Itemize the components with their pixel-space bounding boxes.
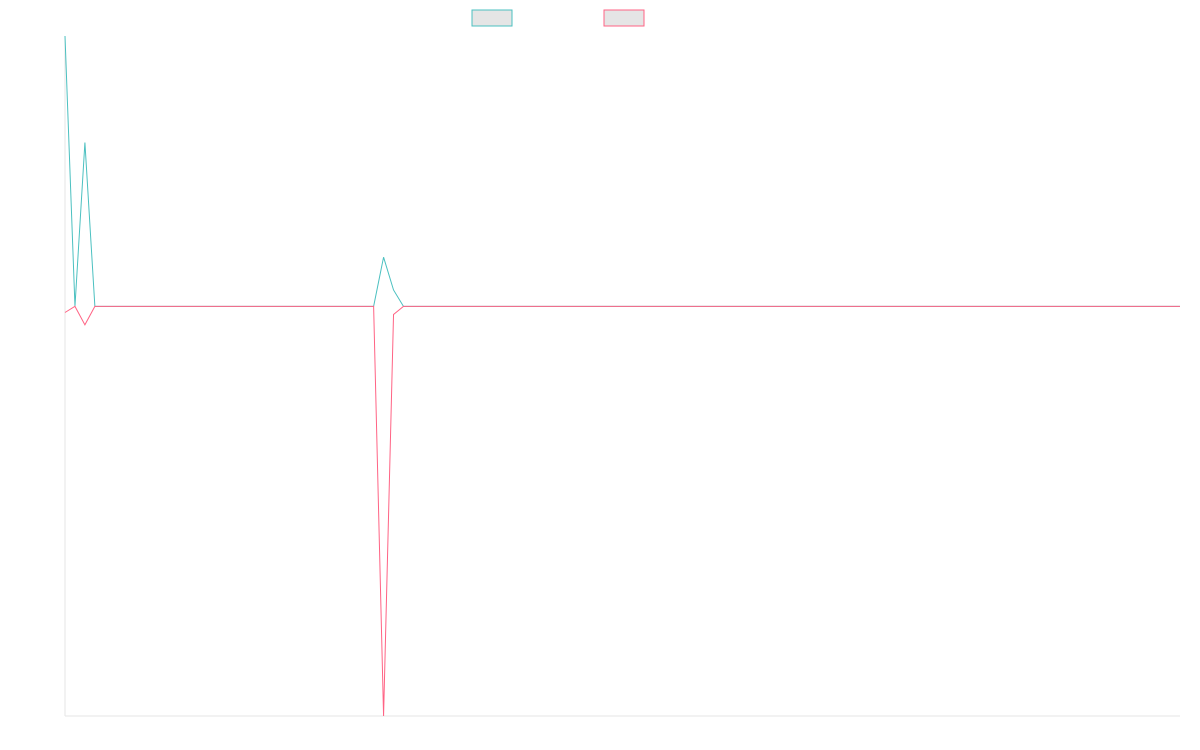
series-line-2 [64,305,1180,717]
legend-swatch-2[interactable] [603,9,645,27]
series-layer [64,35,1180,717]
axes [64,36,1180,717]
legend-swatch-1[interactable] [471,9,513,27]
legend [471,9,645,27]
series-line-1 [64,35,1180,307]
